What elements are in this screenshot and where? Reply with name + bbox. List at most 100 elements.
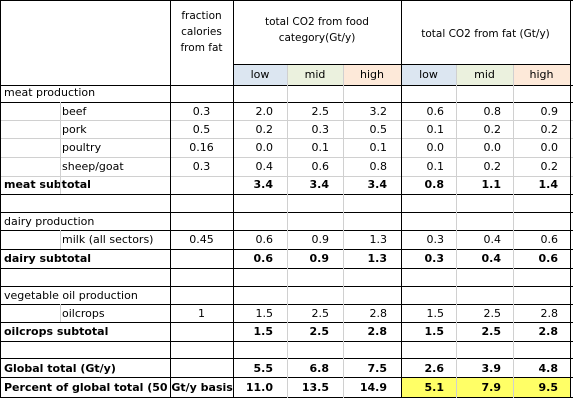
meat-row-fat-0: 0.1 — [426, 160, 445, 173]
dairy-row-fat-0: 0.3 — [426, 233, 445, 246]
meat-subtotal-food-1: 3.4 — [309, 178, 330, 191]
mid-band-fat — [456, 64, 513, 85]
meat-subtotal-label: meat subtotal — [4, 178, 91, 191]
veg-subtotal-fat-0: 1.5 — [424, 325, 445, 338]
meat-row-fat-0: 0.6 — [426, 105, 445, 118]
meat-row-food-2: 0.8 — [369, 160, 388, 173]
meat-row-food-0: 0.4 — [255, 160, 274, 173]
dairy-subtotal-food-2: 1.3 — [367, 252, 388, 265]
meat-row-food-1: 0.3 — [311, 123, 330, 136]
global-total-label: Global total (Gt/y) — [4, 362, 116, 375]
meat-row-food-1: 2.5 — [311, 105, 330, 118]
dairy-subtotal-food-1: 0.9 — [309, 252, 330, 265]
meat-row-label: sheep/goat — [62, 160, 124, 173]
dairy-row-fraction: 0.45 — [189, 233, 214, 246]
global-total-fat-0: 2.6 — [424, 362, 445, 375]
meat-row-label: pork — [62, 123, 87, 136]
dairy-subtotal-label: dairy subtotal — [4, 252, 92, 265]
meat-row-food-2: 0.5 — [369, 123, 388, 136]
meat-row-fat-2: 0.9 — [540, 105, 559, 118]
meat-row-label: poultry — [62, 141, 102, 154]
high-band-food — [343, 64, 401, 85]
meat-row-fraction: 0.16 — [189, 141, 214, 154]
global-total-fat-2: 4.8 — [538, 362, 559, 375]
dairy-subtotal-fat-0: 0.3 — [424, 252, 445, 265]
meat-row-fat-1: 0.2 — [483, 160, 502, 173]
section-title-veg: vegetable oil production — [4, 289, 138, 302]
global-total-food-1: 6.8 — [309, 362, 330, 375]
dairy-row-fat-1: 0.4 — [483, 233, 502, 246]
dairy-row-food-0: 0.6 — [255, 233, 274, 246]
meat-row-fat-2: 0.2 — [540, 123, 559, 136]
veg-row-food-0: 1.5 — [255, 307, 274, 320]
dairy-subtotal-food-0: 0.6 — [253, 252, 274, 265]
meat-row-fraction: 0.3 — [192, 160, 211, 173]
veg-subtotal-food-1: 2.5 — [309, 325, 330, 338]
dairy-row-fat-2: 0.6 — [540, 233, 559, 246]
meat-subtotal-fat-2: 1.4 — [538, 178, 559, 191]
meat-row-food-0: 0.0 — [255, 141, 274, 154]
percent-fat-1: 7.9 — [481, 381, 502, 394]
percent-fat-0: 5.1 — [424, 381, 445, 394]
mid-band-food — [287, 64, 343, 85]
meat-row-food-1: 0.1 — [311, 141, 330, 154]
veg-row-food-2: 2.8 — [369, 307, 388, 320]
dairy-subtotal-fat-2: 0.6 — [538, 252, 559, 265]
percent-highlight — [401, 378, 570, 397]
meat-subtotal-food-0: 3.4 — [253, 178, 274, 191]
meat-row-label: beef — [62, 105, 87, 118]
dairy-row-food-1: 0.9 — [311, 233, 330, 246]
header-fat-low: low — [419, 68, 438, 81]
global-total-fat-1: 3.9 — [481, 362, 502, 375]
meat-row-food-0: 2.0 — [255, 105, 274, 118]
meat-subtotal-fat-1: 1.1 — [481, 178, 502, 191]
percent-food-0: 11.0 — [245, 381, 273, 394]
veg-subtotal-food-0: 1.5 — [253, 325, 274, 338]
meat-row-fraction: 0.3 — [192, 105, 211, 118]
veg-row-fat-1: 2.5 — [483, 307, 502, 320]
global-total-food-2: 7.5 — [367, 362, 388, 375]
veg-row-label: oilcrops — [62, 307, 105, 320]
header-food-low: low — [250, 68, 270, 81]
meat-row-fat-2: 0.0 — [540, 141, 559, 154]
global-total-food-0: 5.5 — [253, 362, 274, 375]
dairy-row-food-2: 1.3 — [369, 233, 388, 246]
header-food-high: high — [360, 68, 384, 81]
header-fat-total: total CO2 from fat (Gt/y) — [421, 28, 550, 40]
meat-row-fat-1: 0.2 — [483, 123, 502, 136]
percent-food-1: 13.5 — [301, 381, 329, 394]
section-title-dairy: dairy production — [4, 215, 95, 228]
meat-row-food-1: 0.6 — [311, 160, 330, 173]
header-fraction: fraction calories from fat — [180, 10, 223, 54]
veg-row-fraction: 1 — [198, 307, 205, 320]
dairy-subtotal-fat-1: 0.4 — [481, 252, 502, 265]
header-food-total: total CO2 from food category(Gt/y) — [265, 16, 369, 44]
meat-row-fat-0: 0.1 — [426, 123, 445, 136]
header-fat-mid: mid — [474, 68, 495, 81]
veg-subtotal-food-2: 2.8 — [367, 325, 388, 338]
dairy-row-label: milk (all sectors) — [62, 233, 154, 246]
percent-fat-2: 9.5 — [538, 381, 559, 394]
veg-row-fat-0: 1.5 — [426, 307, 445, 320]
percent-label: Percent of global total (50 Gt/y basis) — [4, 381, 233, 394]
veg-subtotal-fat-1: 2.5 — [481, 325, 502, 338]
meat-row-fat-2: 0.2 — [540, 160, 559, 173]
meat-row-fat-1: 0.8 — [483, 105, 502, 118]
meat-row-fat-0: 0.0 — [426, 141, 445, 154]
meat-subtotal-fat-0: 0.8 — [424, 178, 445, 191]
meat-row-food-0: 0.2 — [255, 123, 274, 136]
low-band-fat — [401, 64, 456, 85]
meat-subtotal-food-2: 3.4 — [367, 178, 388, 191]
meat-row-food-2: 0.1 — [369, 141, 388, 154]
percent-food-2: 14.9 — [359, 381, 387, 394]
veg-row-fat-2: 2.8 — [540, 307, 559, 320]
header-fat-high: high — [529, 68, 554, 81]
header-food-mid: mid — [304, 68, 326, 81]
section-title-meat: meat production — [4, 86, 96, 99]
veg-row-food-1: 2.5 — [311, 307, 330, 320]
meat-row-fat-1: 0.0 — [483, 141, 502, 154]
low-band-food — [233, 64, 287, 85]
meat-row-food-2: 3.2 — [369, 105, 388, 118]
veg-subtotal-label: oilcrops subtotal — [4, 325, 109, 338]
